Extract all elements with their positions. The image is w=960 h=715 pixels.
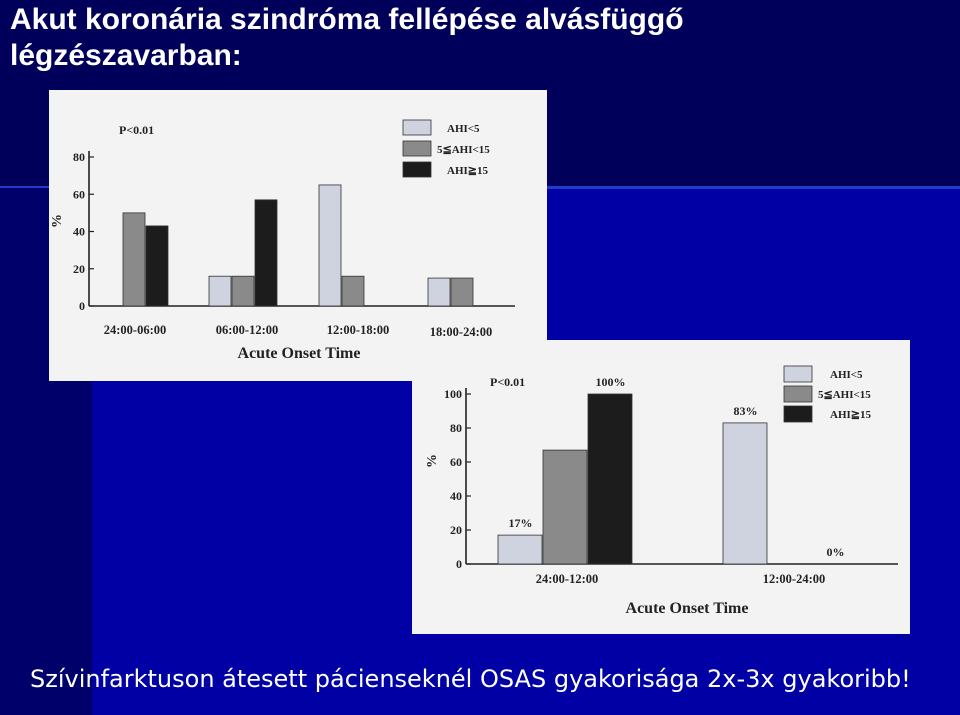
c2-data-label: 100% bbox=[596, 375, 626, 389]
c1-bar bbox=[341, 275, 365, 307]
chart-2-ylabel: % bbox=[425, 454, 440, 468]
chart-1-category-label: 24:00-06:00 bbox=[104, 323, 167, 337]
c1-bar bbox=[318, 184, 342, 307]
legend-label: AHI<5 bbox=[447, 123, 480, 135]
chart-2: P<0.01 % 0 20 40 60 80 100 17% 100% 83% 0% 24:00… bbox=[425, 365, 898, 617]
legend-swatch bbox=[402, 161, 432, 178]
chart-2-xlabel: Acute Onset Time bbox=[626, 600, 749, 617]
c2-data-label: 0% bbox=[827, 545, 845, 559]
c2-bar bbox=[722, 422, 768, 565]
chart-2-annotation: P<0.01 bbox=[490, 375, 525, 389]
c1-bar bbox=[450, 277, 474, 307]
legend-label: AHI≧15 bbox=[447, 165, 488, 177]
chart-1-category-label: 12:00-18:00 bbox=[327, 323, 390, 337]
chart-1-legend: AHI<5 5≦AHI<15 AHI≧15 bbox=[402, 119, 490, 178]
c1-bar bbox=[208, 275, 232, 307]
c2-y-tick-label: 100 bbox=[444, 387, 462, 401]
chart-1-annotation: P<0.01 bbox=[119, 123, 154, 137]
c1-bar bbox=[254, 199, 278, 307]
c2-y-tick-label: 80 bbox=[450, 421, 462, 435]
legend-label: 5≦AHI<15 bbox=[437, 144, 490, 156]
c2-y-tick-label: 0 bbox=[456, 557, 462, 571]
slide-caption: Szívinfarktuson átesett pácienseknél OSA… bbox=[30, 665, 911, 693]
legend-swatch bbox=[783, 365, 813, 383]
c1-bar bbox=[427, 277, 451, 307]
slide-title-line-1: Akut koronária szindróma fellépése alvás… bbox=[10, 3, 684, 36]
c2-data-label: 17% bbox=[509, 516, 533, 530]
chart-1-category-label: 06:00-12:00 bbox=[216, 323, 279, 337]
chart-2-category-label: 24:00-12:00 bbox=[536, 572, 599, 586]
legend-swatch bbox=[402, 119, 432, 136]
legend-label: 5≦AHI<15 bbox=[818, 389, 871, 401]
legend-label: AHI≧15 bbox=[830, 409, 871, 421]
c2-data-label: 83% bbox=[734, 404, 758, 418]
c1-bar bbox=[145, 225, 169, 307]
c1-y-tick-label: 0 bbox=[79, 299, 85, 313]
chart-1: P<0.01 % 0 20 40 60 80 24:00-06:00 06:00-12:… bbox=[50, 119, 515, 362]
chart-1-xlabel: Acute Onset Time bbox=[238, 345, 361, 362]
c1-y-tick-label: 20 bbox=[73, 262, 85, 276]
c2-y-tick-label: 20 bbox=[450, 523, 462, 537]
c2-y-tick-label: 40 bbox=[450, 489, 462, 503]
legend-swatch bbox=[783, 385, 813, 403]
legend-swatch bbox=[402, 140, 432, 157]
slide-title-line-2: légzészavarban: bbox=[10, 39, 242, 72]
legend-swatch bbox=[783, 405, 813, 423]
c2-bar bbox=[587, 393, 633, 565]
c1-y-tick-label: 60 bbox=[73, 187, 85, 201]
chart-2-category-label: 12:00-24:00 bbox=[763, 572, 826, 586]
chart-panel-1: P<0.01 % 0 20 40 60 80 24:00-06:00 06:00-12:… bbox=[49, 90, 547, 381]
c1-y-tick-label: 40 bbox=[73, 225, 85, 239]
slide-title: Akut koronária szindróma fellépése alvás… bbox=[10, 2, 684, 74]
c1-bar bbox=[122, 212, 146, 307]
c2-bar bbox=[497, 534, 543, 565]
chart-1-category-label: 18:00-24:00 bbox=[430, 325, 493, 339]
c1-y-tick-label: 80 bbox=[73, 150, 85, 164]
chart-1-ylabel: % bbox=[50, 214, 65, 228]
legend-label: AHI<5 bbox=[830, 369, 863, 381]
c2-bar bbox=[542, 449, 588, 565]
chart-2-legend: AHI<5 5≦AHI<15 AHI≧15 bbox=[783, 365, 871, 423]
chart-panel-2: P<0.01 % 0 20 40 60 80 100 17% 100% 83% 0% 24:00… bbox=[412, 340, 910, 634]
c1-bar bbox=[231, 275, 255, 307]
c2-y-tick-label: 60 bbox=[450, 455, 462, 469]
